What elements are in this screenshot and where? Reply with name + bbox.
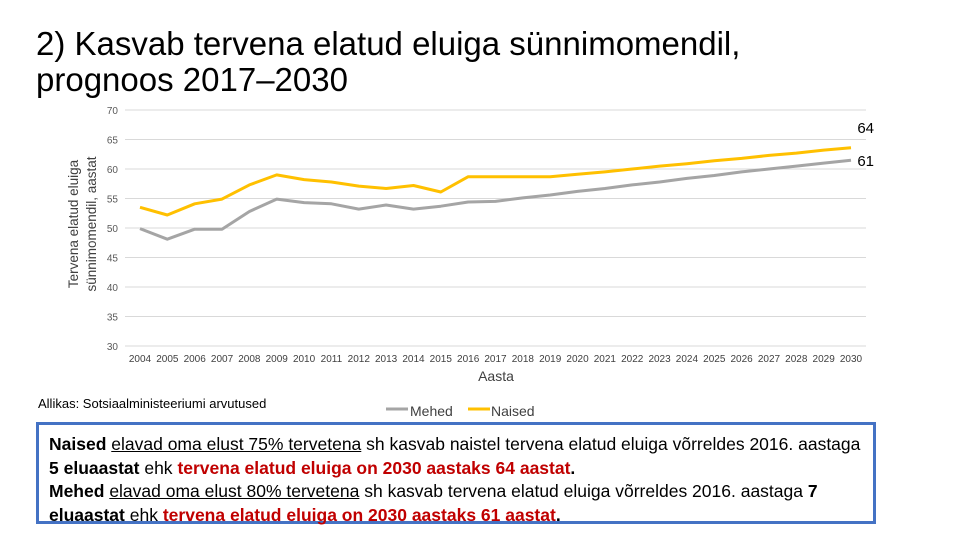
y-tick-label: 35: [107, 313, 119, 324]
x-tick-label: 2016: [457, 354, 480, 365]
women-label: Naised: [49, 434, 107, 454]
y-tick-label: 55: [107, 195, 119, 206]
legend-label-mehed: Mehed: [410, 403, 453, 419]
women-years: 5 eluaastat: [49, 457, 140, 478]
x-tick-label: 2007: [211, 354, 234, 365]
y-tick-label: 30: [107, 342, 119, 353]
x-tick-label: 2026: [730, 354, 753, 365]
x-tick-label: 2015: [430, 354, 453, 365]
men-label: Mehed: [49, 481, 105, 501]
gridlines: [125, 109, 866, 347]
x-tick-label: 2023: [648, 354, 671, 365]
end-labels: 61 64: [857, 120, 874, 170]
x-tick-label: 2005: [156, 354, 179, 365]
men-period: .: [555, 504, 561, 525]
men-forecast: tervena elatud eluiga on 2030 aastaks 61…: [162, 504, 556, 525]
x-tick-label: 2011: [321, 354, 343, 365]
x-tick-label: 2030: [840, 354, 863, 365]
y-tick-labels: 30 35 40 45 50 55 60 65 70: [107, 106, 119, 353]
y-tick-label: 60: [107, 165, 119, 176]
x-tick-label: 2029: [813, 354, 836, 365]
title-line-2: prognoos 2017–2030: [36, 61, 348, 98]
y-axis-label-line-1: Tervena elatud eluiga: [66, 159, 81, 288]
x-tick-label: 2024: [676, 354, 699, 365]
series-lines: [139, 146, 852, 241]
end-label-naised: 64: [857, 120, 874, 137]
x-tick-label: 2027: [758, 354, 781, 365]
x-tick-label: 2020: [566, 354, 589, 365]
y-tick-label: 70: [107, 106, 119, 117]
y-tick-label: 65: [107, 136, 119, 147]
x-tick-label: 2022: [621, 354, 644, 365]
series-line-mehed: [139, 158, 852, 241]
women-period: .: [570, 457, 576, 478]
summary-textbox: Naised elavad oma elust 75% tervetena sh…: [36, 422, 876, 525]
men-ehk: ehk: [129, 504, 158, 525]
x-tick-labels: 2004 2005 2006 2007 2008 2009 2010 2011 2012 2013…: [129, 354, 863, 365]
x-axis-label: Aasta: [478, 368, 514, 384]
x-tick-label: 2028: [785, 354, 808, 365]
page-title: 2) Kasvab tervena elatud eluiga sünnimom…: [36, 26, 740, 98]
legend: Mehed Naised: [386, 403, 535, 419]
series-line-naised: [139, 146, 852, 217]
x-tick-label: 2019: [539, 354, 562, 365]
x-tick-label: 2008: [238, 354, 261, 365]
x-tick-label: 2018: [512, 354, 535, 365]
legend-label-naised: Naised: [491, 403, 535, 419]
x-tick-label: 2025: [703, 354, 726, 365]
x-tick-label: 2009: [266, 354, 289, 365]
source-note: Allikas: Sotsiaalministeeriumi arvutused: [38, 396, 267, 411]
x-tick-label: 2010: [293, 354, 316, 365]
men-text: sh kasvab tervena elatud eluiga võrrelde…: [364, 481, 803, 501]
x-tick-label: 2004: [129, 354, 152, 365]
x-tick-label: 2012: [348, 354, 371, 365]
women-forecast: tervena elatud eluiga on 2030 aastaks 64…: [177, 457, 571, 478]
women-ehk: ehk: [144, 457, 173, 478]
x-tick-label: 2021: [594, 354, 617, 365]
x-tick-label: 2017: [484, 354, 507, 365]
x-tick-label: 2006: [184, 354, 207, 365]
y-tick-label: 40: [107, 283, 119, 294]
men-share: elavad oma elust 80% tervetena: [109, 481, 360, 501]
men-years: 7 eluaastat: [49, 481, 818, 525]
end-label-mehed: 61: [857, 153, 874, 170]
y-tick-label: 50: [107, 224, 119, 235]
x-tick-label: 2013: [375, 354, 398, 365]
women-share: elavad oma elust 75% tervetena: [111, 434, 362, 454]
title-line-1: 2) Kasvab tervena elatud eluiga sünnimom…: [36, 25, 741, 62]
women-text: sh kasvab naistel tervena elatud eluiga …: [366, 434, 861, 454]
y-tick-label: 45: [107, 254, 119, 265]
x-tick-label: 2014: [402, 354, 425, 365]
y-axis-label-line-2: sünnimomendil, aastat: [84, 156, 99, 291]
